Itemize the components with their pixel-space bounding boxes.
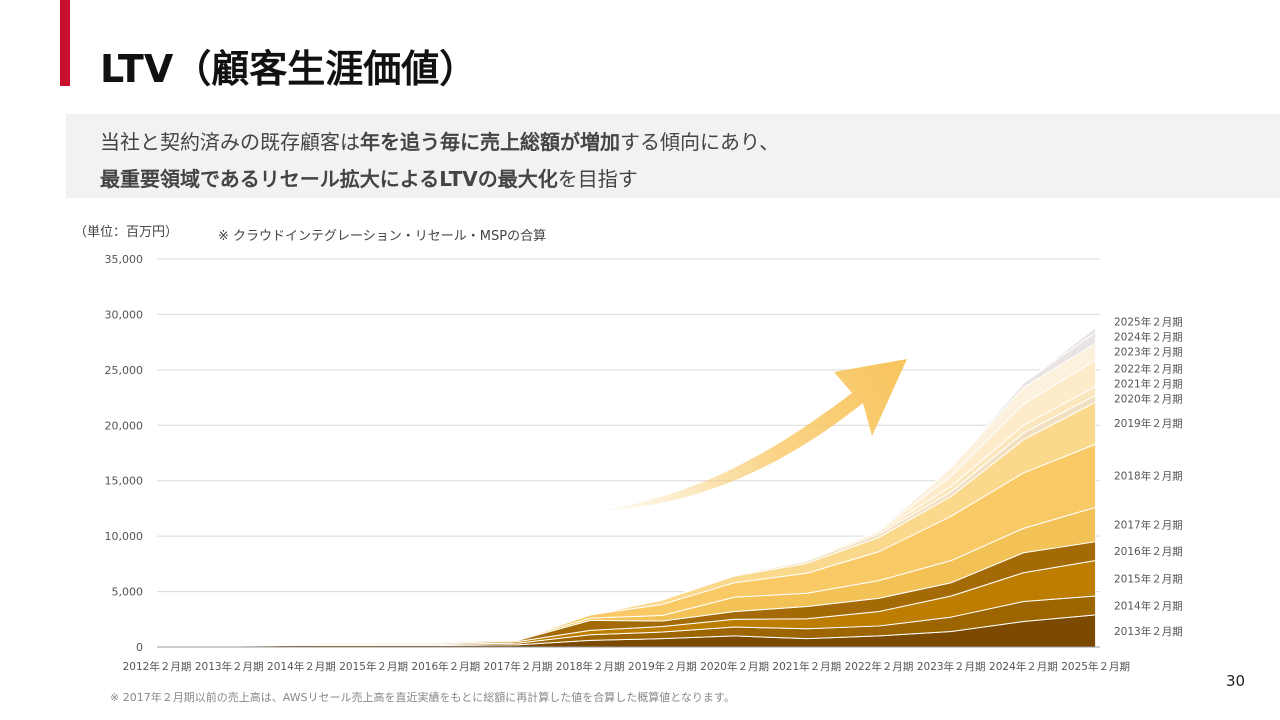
x-tick-label: 2021年２月期 [772,660,841,673]
legend-label-1: 2013年２月期 [1114,625,1183,638]
legend-label-5: 2017年２月期 [1114,519,1183,532]
lead-text-1: を目指す [557,167,638,191]
legend-label-3: 2015年２月期 [1114,572,1183,585]
legend-label-2: 2014年２月期 [1114,599,1183,612]
x-tick-label: 2022年２月期 [845,660,914,673]
legend-label-11: 2023年２月期 [1114,346,1183,359]
area-series-13 [156,327,1097,648]
title-accent-bar [60,0,70,86]
lead-emphasis-1: 年を追う毎に売上総額が増加 [360,130,620,154]
x-tick-label: 2015年２月期 [339,660,408,673]
x-tick-label: 2017年２月期 [484,660,553,673]
x-tick-label: 2023年２月期 [917,660,986,673]
legend-label-7: 2019年２月期 [1114,417,1183,430]
y-tick-label: 10,000 [105,530,144,543]
page-number: 30 [1226,672,1246,690]
footnote: ※ 2017年２月期以前の売上高は、AWSリセール売上高を直近実績をもとに総額に… [110,691,735,704]
x-tick-label: 2012年２月期 [123,660,192,673]
legend-label-10: 2022年２月期 [1114,363,1183,376]
x-tick-label: 2025年２月期 [1061,660,1130,673]
x-tick-label: 2019年２月期 [628,660,697,673]
page-title: LTV（顧客生涯価値） [100,47,478,91]
legend-label-8: 2020年２月期 [1114,393,1183,406]
lead-text-0: 当社と契約済みの既存顧客は [100,130,360,154]
x-tick-label: 2018年２月期 [556,660,625,673]
x-tick-label: 2024年２月期 [989,660,1058,673]
y-tick-label: 25,000 [105,364,144,377]
legend-label-13: 2025年２月期 [1114,316,1183,329]
x-tick-label: 2014年２月期 [267,660,336,673]
legend-label-12: 2024年２月期 [1114,331,1183,344]
y-tick-label: 35,000 [105,253,144,266]
x-tick-label: 2020年２月期 [700,660,769,673]
x-tick-label: 2016年２月期 [411,660,480,673]
lead-line-1: 当社と契約済みの既存顧客は年を追う毎に売上総額が増加する傾向にあり、 [100,126,779,155]
scope-note: ※ クラウドインテグレーション・リセール・MSPの合算 [218,229,547,244]
lead-box: 当社と契約済みの既存顧客は年を追う毎に売上総額が増加する傾向にあり、 最重要領域… [66,114,1280,198]
unit-label: （単位：百万円） [74,225,179,240]
x-tick-label: 2013年２月期 [195,660,264,673]
lead-emphasis-0: 最重要領域であるリセール拡大によるLTVの最大化 [100,167,558,191]
legend-label-4: 2016年２月期 [1114,545,1183,558]
y-tick-label: 20,000 [105,419,144,432]
y-tick-label: 15,000 [105,475,144,488]
legend-label-9: 2021年２月期 [1114,378,1183,391]
y-tick-label: 30,000 [105,308,144,321]
y-tick-label: 5,000 [112,586,144,599]
lead-line-2: 最重要領域であるリセール拡大によるLTVの最大化を目指す [100,163,638,192]
y-tick-label: 0 [136,641,143,654]
legend-label-6: 2018年２月期 [1114,470,1183,483]
growth-arrow-icon [590,359,907,511]
lead-text-2: する傾向にあり、 [620,130,780,154]
